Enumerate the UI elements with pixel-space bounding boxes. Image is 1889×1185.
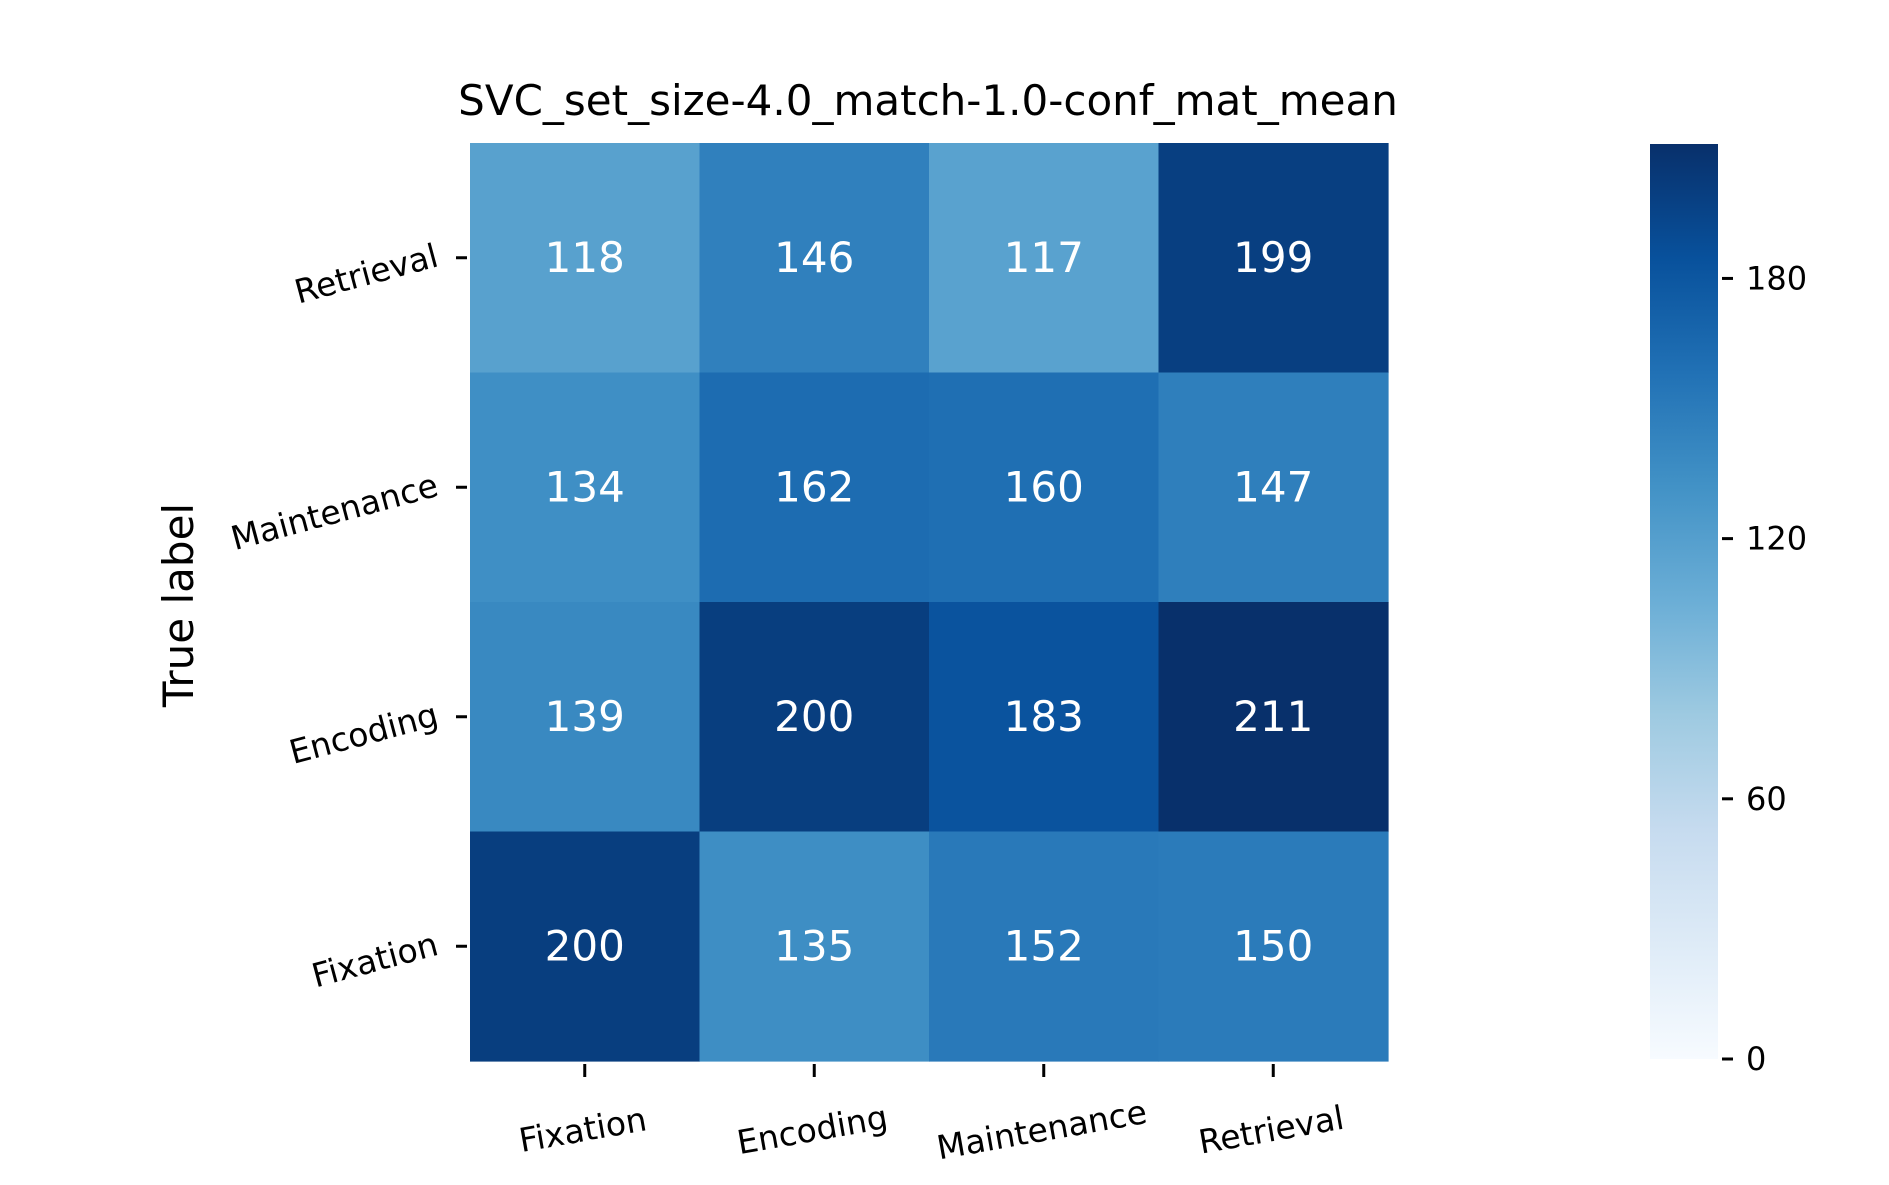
cell-value-label: 152 <box>1004 921 1084 970</box>
heatmap-cell <box>470 831 701 1062</box>
cell-value-label: 146 <box>774 233 854 282</box>
cell-value-label: 162 <box>774 462 854 511</box>
heatmap-cell <box>929 831 1160 1062</box>
colorbar: 0 60 120 180 <box>1650 144 1807 1078</box>
heatmap-cell <box>929 143 1160 374</box>
cell-value-label: 117 <box>1004 233 1084 282</box>
x-tick-label: Fixation <box>516 1099 650 1160</box>
heatmap-cell <box>929 602 1160 833</box>
colorbar-gradient <box>1650 144 1718 1059</box>
heatmap-cell <box>1158 372 1389 603</box>
y-tick-label: Fixation <box>308 924 442 995</box>
cell-value-label: 200 <box>774 692 854 741</box>
colorbar-tick-label: 0 <box>1746 1040 1766 1078</box>
heatmap-cell <box>470 602 701 833</box>
x-tick-label: Encoding <box>734 1097 891 1162</box>
cell-value-label: 135 <box>774 921 854 970</box>
cell-value-label: 134 <box>545 462 625 511</box>
cell-value-label: 147 <box>1233 462 1313 511</box>
heatmap-cell <box>929 372 1160 603</box>
x-axis: Fixation Encoding Maintenance Retrieval <box>516 1064 1347 1167</box>
heatmap-cell <box>470 372 701 603</box>
heatmap-cell <box>699 372 930 603</box>
heatmap-cell <box>699 602 930 833</box>
heatmap-cell <box>1158 602 1389 833</box>
x-tick-label: Maintenance <box>934 1092 1150 1167</box>
colorbar-tick-label: 180 <box>1746 259 1807 297</box>
heatmap-cell <box>1158 831 1389 1062</box>
colorbar-tick-label: 120 <box>1746 520 1807 558</box>
cell-value-label: 183 <box>1004 692 1084 741</box>
cell-value-label: 150 <box>1233 921 1313 970</box>
cell-value-label: 118 <box>545 233 625 282</box>
colorbar-tick-label: 60 <box>1746 780 1787 818</box>
y-axis-label: True label <box>154 503 203 708</box>
y-axis: Retrieval Maintenance Encoding Fixation <box>227 236 467 995</box>
cell-value-label: 139 <box>545 692 625 741</box>
y-tick-label: Maintenance <box>227 465 442 558</box>
cell-value-label: 199 <box>1233 233 1313 282</box>
heatmap-cell-labels: 118 146 117 199 134 162 160 147 139 200 183 211 200 1… <box>545 233 1314 971</box>
heatmap-cell <box>1158 143 1389 374</box>
cell-value-label: 160 <box>1004 462 1084 511</box>
heatmap-cell <box>470 143 701 374</box>
colorbar-ticks: 0 60 120 180 <box>1722 259 1807 1078</box>
y-tick-label: Retrieval <box>290 236 442 312</box>
heatmap-cell <box>699 143 930 374</box>
cell-value-label: 211 <box>1233 692 1313 741</box>
chart-title: SVC_set_size-4.0_match-1.0-conf_mat_mean <box>458 76 1398 125</box>
cell-value-label: 200 <box>545 921 625 970</box>
heatmap-cells <box>470 143 1389 1062</box>
x-tick-label: Retrieval <box>1196 1098 1347 1162</box>
y-tick-label: Encoding <box>285 695 442 772</box>
heatmap-cell <box>699 831 930 1062</box>
